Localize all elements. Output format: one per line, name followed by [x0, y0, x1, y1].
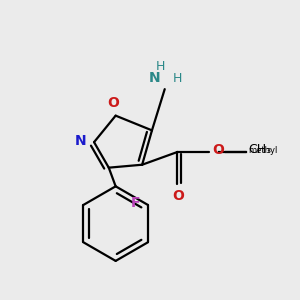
Text: H: H	[156, 60, 166, 74]
Text: CH₃: CH₃	[248, 143, 271, 157]
Text: N: N	[75, 134, 86, 148]
Text: N: N	[149, 71, 161, 85]
Text: F: F	[130, 196, 140, 210]
Text: methyl: methyl	[251, 149, 256, 150]
Text: O: O	[108, 96, 120, 110]
Text: O: O	[212, 143, 224, 157]
Text: O: O	[172, 189, 184, 203]
Text: H: H	[172, 72, 182, 85]
Text: methyl: methyl	[248, 146, 278, 155]
